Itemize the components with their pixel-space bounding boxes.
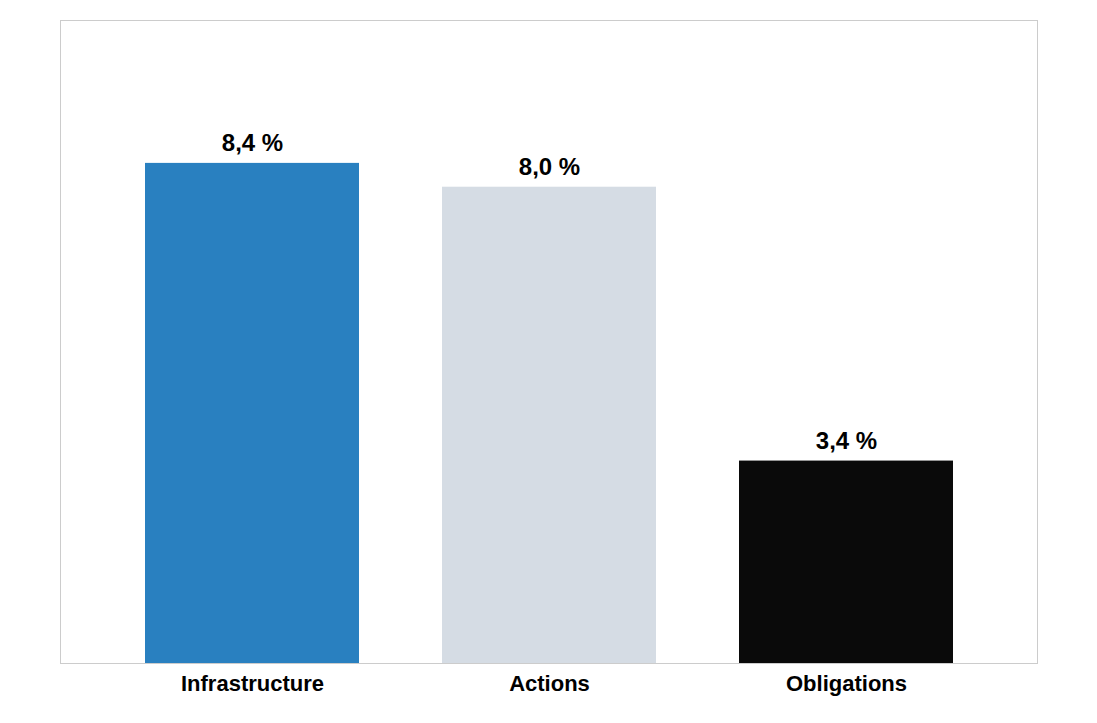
svg-text:8,4 %: 8,4 % (222, 129, 283, 156)
svg-text:8,0 %: 8,0 % (519, 153, 580, 180)
svg-text:Infrastructure: Infrastructure (181, 671, 324, 696)
svg-text:3,4 %: 3,4 % (816, 427, 877, 454)
svg-text:Actions: Actions (509, 671, 590, 696)
svg-text:Obligations: Obligations (786, 671, 907, 696)
